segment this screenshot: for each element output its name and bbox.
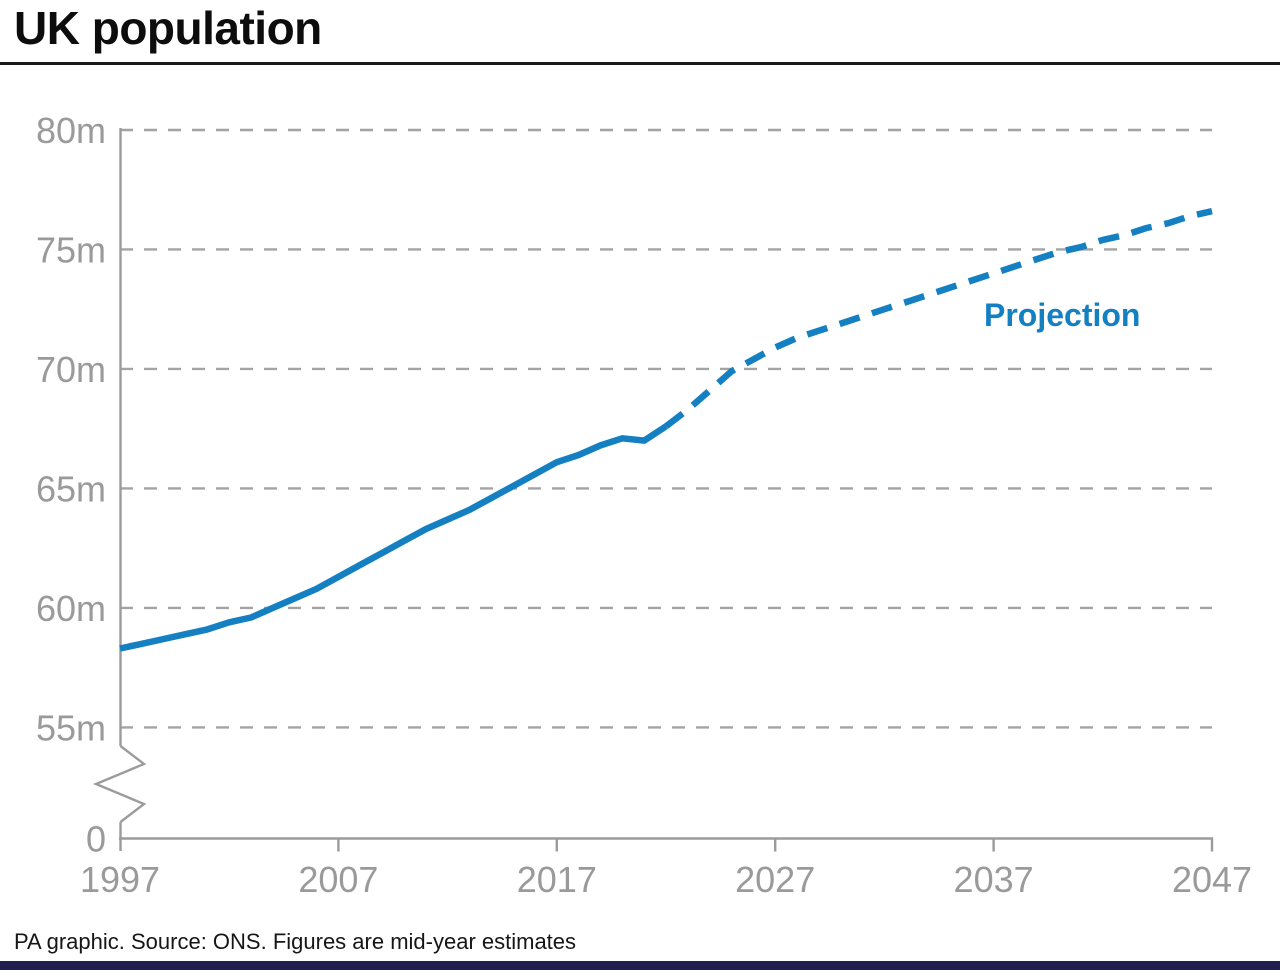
y-axis-zero-label: 0 [86,818,106,859]
gridlines-group [120,128,1214,852]
pa-brand-bar [0,961,1280,970]
x-axis-label: 2037 [954,859,1034,900]
x-axis-label: 2017 [517,859,597,900]
y-axis-label: 55m [36,707,106,748]
y-axis-label: 70m [36,349,106,390]
y-axis-label: 65m [36,468,106,509]
x-axis-label: 2007 [298,859,378,900]
series-group [119,208,1213,652]
page-title: UK population [14,2,322,54]
title-divider-rule [0,62,1280,65]
projection-series-label: Projection [984,297,1140,333]
y-axis-label: 80m [36,110,106,151]
axes-group [92,128,1213,851]
x-axis-label: 2027 [735,859,815,900]
x-axis-label: 2047 [1172,859,1252,900]
axis-break-zigzag [92,745,147,823]
population-projection-line [664,208,1213,429]
x-axis-label: 1997 [80,859,160,900]
y-axis-label: 75m [36,229,106,270]
source-attribution: PA graphic. Source: ONS. Figures are mid… [14,929,577,954]
population-estimates-line [119,423,668,652]
y-axis-label: 60m [36,588,106,629]
